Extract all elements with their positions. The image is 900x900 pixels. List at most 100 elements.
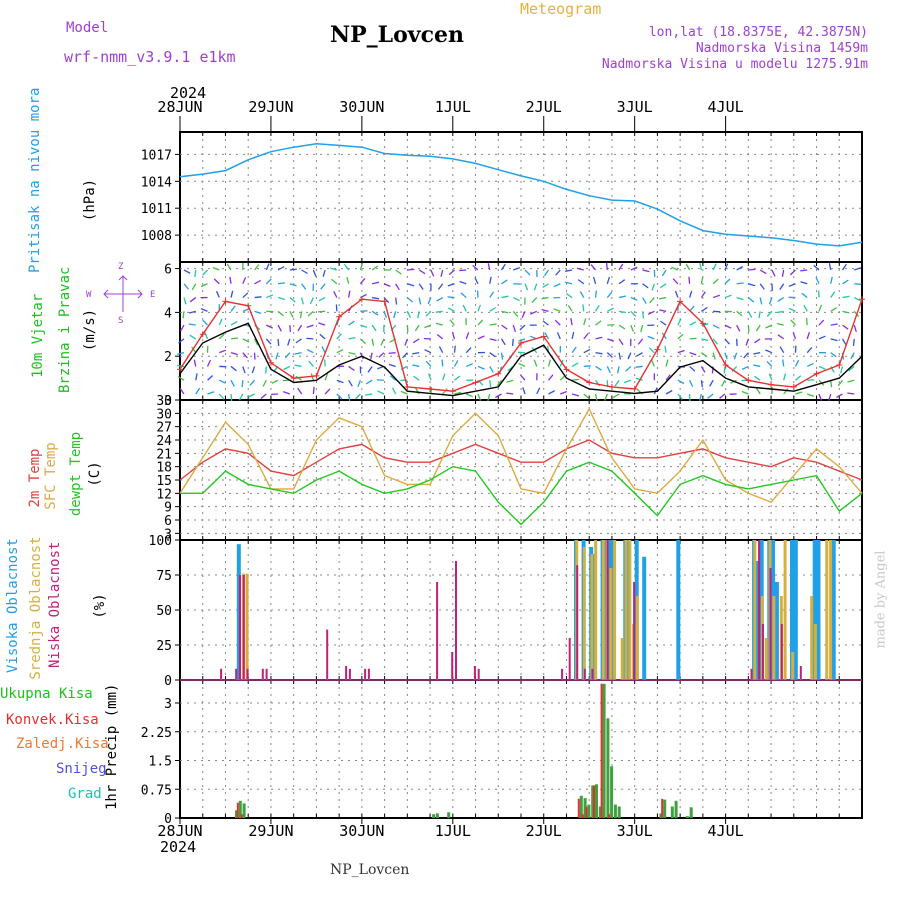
cloud-low-bar	[242, 575, 245, 680]
wind-arrow	[212, 266, 220, 271]
y-tick-label: 18	[156, 461, 172, 476]
wind-arrow	[226, 263, 232, 271]
wind-arrow	[636, 352, 643, 357]
wind-gust-marker	[518, 340, 524, 347]
wind-arrow	[501, 279, 508, 285]
wind-arrow	[242, 352, 248, 359]
wind-arrow	[651, 283, 655, 291]
wind-arrow	[253, 338, 259, 346]
precip-conv-bar	[661, 798, 664, 818]
wind-arrow	[218, 393, 225, 400]
wind-arrow	[766, 361, 773, 367]
wind-arrow	[842, 279, 849, 285]
wind-arrow	[218, 333, 225, 340]
wind-arrow	[818, 304, 823, 312]
cloud-low-bar	[568, 638, 571, 680]
wind-arrow	[501, 295, 509, 299]
wind-arrow	[665, 359, 669, 367]
wind-arrow	[753, 364, 761, 368]
wind-arrow	[324, 373, 329, 381]
wind-arrow	[330, 267, 338, 271]
wind-gust-marker	[199, 331, 206, 338]
wind-arrow	[413, 375, 420, 381]
wind-arrow	[242, 338, 250, 343]
wind-arrow	[759, 297, 763, 305]
wind-arrow	[511, 338, 514, 346]
wind-arrow	[755, 387, 761, 395]
wind-arrow	[266, 294, 274, 299]
wind-arrow	[254, 279, 262, 285]
wind-arrow	[759, 283, 765, 290]
wind-arrow	[417, 311, 420, 319]
wind-arrow	[606, 352, 613, 358]
wind-arrow	[477, 393, 482, 401]
wind-arrow	[759, 269, 767, 275]
wind-arrow	[251, 366, 256, 374]
wind-arrow	[576, 267, 584, 271]
wind-arrow	[489, 366, 494, 373]
wind-gust-marker	[495, 370, 502, 377]
wind-arrow	[830, 352, 837, 358]
wind-arrow	[442, 388, 448, 395]
legend-snow: Snijeg	[56, 761, 107, 777]
wind-arrow	[723, 366, 726, 374]
wind-arrow	[189, 297, 197, 303]
wind-arrow	[289, 283, 297, 287]
wind-arrow	[712, 263, 717, 271]
precip-conv-bar	[585, 806, 588, 818]
wind-arrow	[788, 283, 796, 287]
y-tick-label: 21	[156, 447, 172, 462]
wind-arrow	[500, 338, 506, 346]
wind-arrow	[465, 363, 473, 368]
cloud-mid-bar	[829, 540, 833, 680]
wind-arrow	[724, 263, 729, 271]
wind-arrow	[360, 324, 368, 329]
wind-arrow	[306, 324, 314, 329]
wind-arrow	[518, 338, 526, 342]
y-tick-label: 75	[156, 569, 172, 584]
wind-arrow	[547, 359, 552, 367]
wind-arrow	[389, 375, 397, 381]
wind-arrow	[701, 306, 708, 312]
wind-arrow	[768, 373, 773, 381]
wind-arrow	[614, 379, 620, 387]
wind-arrow	[795, 375, 802, 381]
wind-arrow	[336, 379, 344, 384]
wind-arrow	[630, 296, 638, 301]
y-tick-label: 1014	[141, 175, 172, 190]
precip-total-bar	[435, 813, 439, 818]
wind-arrow	[806, 362, 814, 368]
wind-arrow	[277, 324, 282, 332]
panel-temperature	[175, 399, 863, 541]
wind-arrow	[412, 352, 420, 355]
wind-gust-marker	[586, 379, 593, 386]
cloud-low-bar	[326, 629, 329, 680]
wind-arrow	[660, 320, 667, 326]
wind-arrow	[842, 310, 850, 314]
wind-arrow	[754, 338, 761, 344]
wind-arrow	[324, 388, 331, 395]
wind-arrow	[707, 393, 714, 399]
wind-arrow	[565, 292, 573, 299]
year-top: 2024	[170, 84, 207, 102]
wind-arrow	[524, 269, 531, 276]
wind-arrow	[383, 283, 391, 288]
wind-arrow	[623, 379, 632, 384]
cloud-mid-bar	[791, 652, 795, 680]
wind-arrow	[582, 304, 585, 312]
wind-gust-marker	[768, 381, 775, 388]
wind-arrow	[512, 310, 519, 318]
wind-gust-marker	[722, 361, 729, 368]
wind-arrow	[519, 374, 526, 381]
wind-arrow	[712, 294, 721, 299]
wind-arrow	[447, 283, 455, 287]
wind-arrow	[560, 390, 568, 395]
wind-arrow	[748, 283, 756, 287]
wind-arrow	[477, 365, 485, 370]
wind-arrow	[805, 318, 808, 326]
wind-arrow	[414, 324, 420, 332]
wind-gust-marker	[267, 359, 274, 366]
precip-total-bar	[602, 683, 606, 818]
wind-arrow	[254, 310, 262, 315]
wind-arrow	[651, 359, 655, 367]
